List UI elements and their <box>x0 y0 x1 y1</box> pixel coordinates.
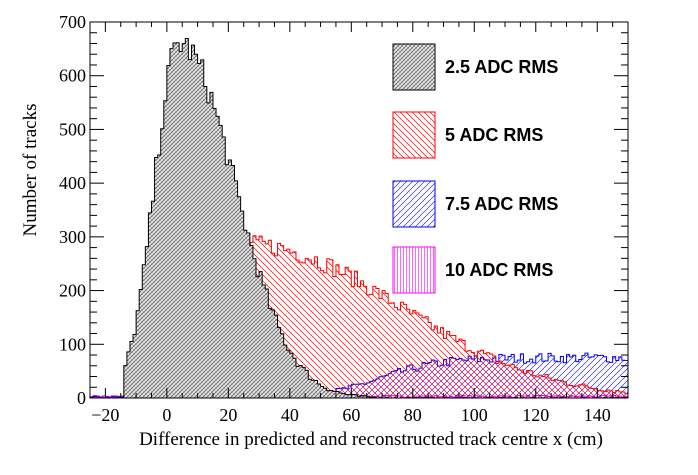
plot-frame <box>89 21 629 399</box>
y-tick-label: 700 <box>59 12 86 32</box>
series-layer <box>89 38 629 399</box>
x-tick-label: 100 <box>461 405 488 425</box>
legend-swatch <box>392 246 436 294</box>
y-tick-label: 100 <box>59 334 86 354</box>
x-tick-label: 20 <box>219 405 237 425</box>
y-tick-label: 0 <box>77 388 86 408</box>
x-tick-label: 140 <box>584 405 611 425</box>
y-tick-label: 500 <box>59 119 86 139</box>
y-tick-label: 300 <box>59 227 86 247</box>
y-tick-label: 200 <box>59 281 86 301</box>
axes-layer: −20 0 20 40 60 80 100 120 1400100200300400500600… <box>59 12 629 425</box>
x-tick-label: 120 <box>522 405 549 425</box>
legend-swatch <box>392 43 436 91</box>
x-tick-label: −20 <box>91 405 119 425</box>
legend-label: 5 ADC RMS <box>445 125 543 145</box>
y-axis-title: Number of tracks <box>20 104 41 237</box>
legend-label: 7.5 ADC RMS <box>445 194 558 214</box>
x-tick-label: 0 <box>162 405 171 425</box>
legend-swatch <box>392 180 436 228</box>
x-axis-title: Difference in predicted and reconstructe… <box>139 429 603 450</box>
y-tick-label: 600 <box>59 66 86 86</box>
x-tick-label: 40 <box>281 405 299 425</box>
legend-swatch <box>392 111 436 159</box>
x-tick-label: 80 <box>404 405 422 425</box>
y-tick-label: 400 <box>59 173 86 193</box>
legend-label: 2.5 ADC RMS <box>445 57 558 77</box>
legend-label: 10 ADC RMS <box>445 260 553 280</box>
x-tick-label: 60 <box>342 405 360 425</box>
legend: 2.5 ADC RMS 5 ADC RMS 7.5 ADC RMS 10 ADC RM… <box>392 43 558 294</box>
